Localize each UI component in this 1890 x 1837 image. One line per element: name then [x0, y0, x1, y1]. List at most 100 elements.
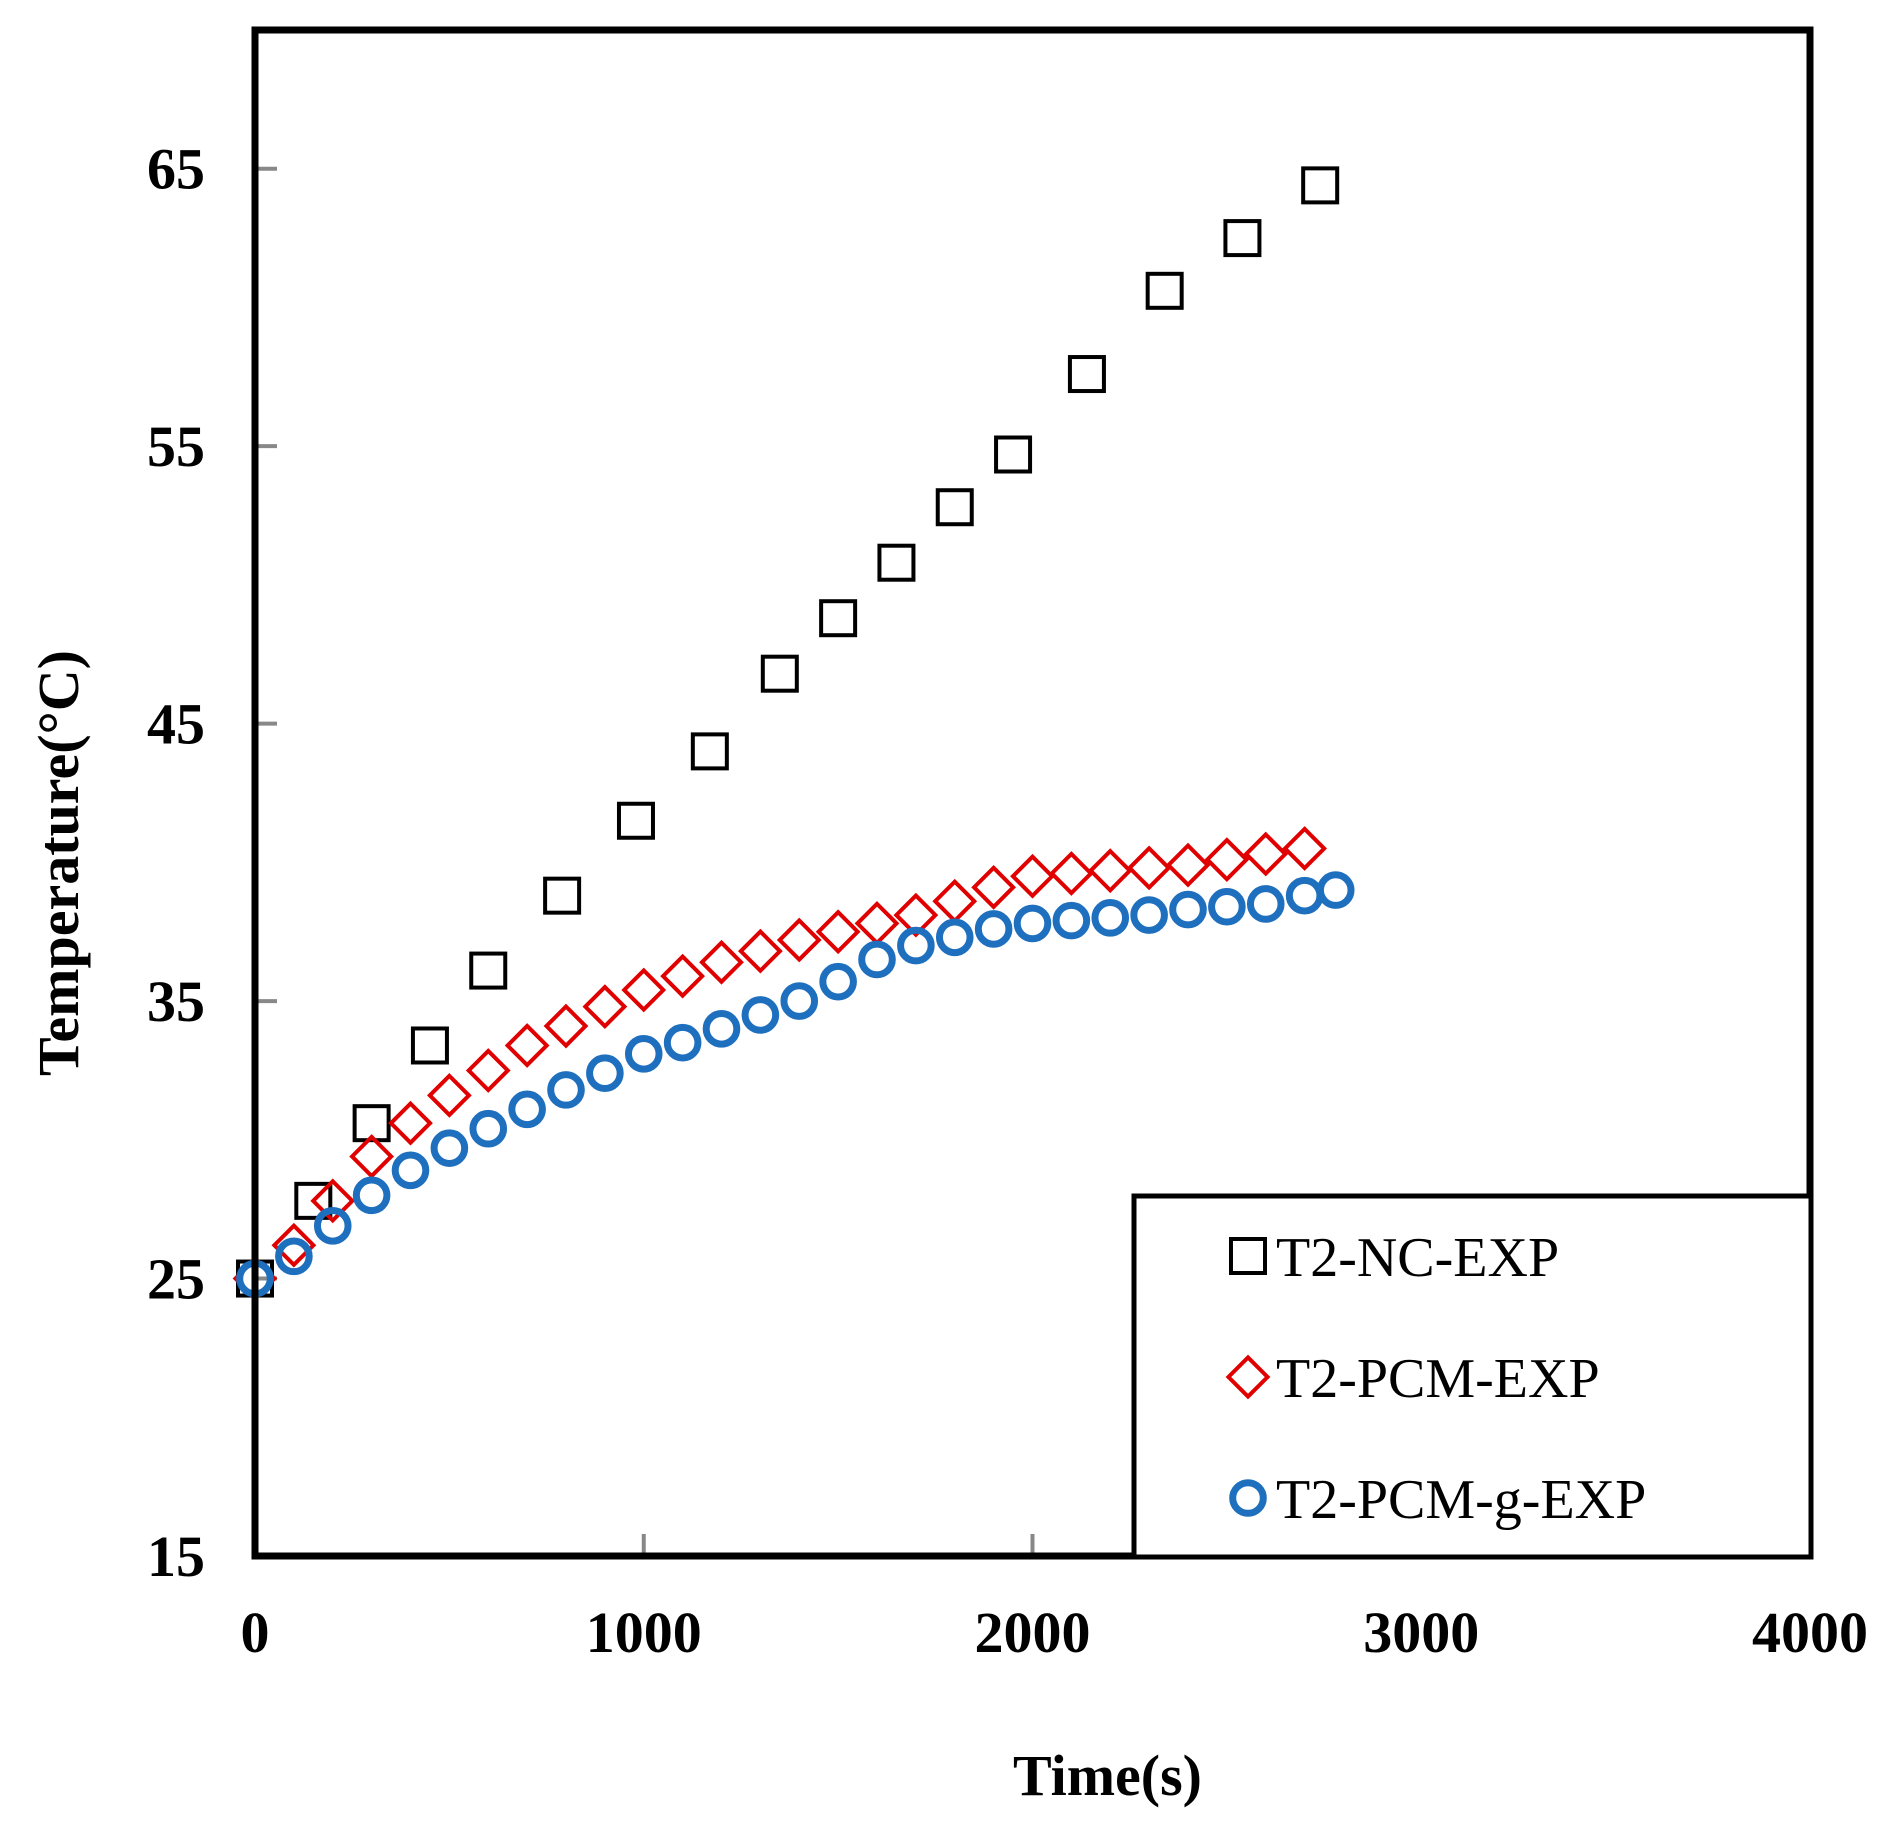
data-point — [469, 951, 508, 990]
data-point — [699, 939, 744, 985]
legend-items: T2-NC-EXP T2-PCM-EXP T2-PCM-g-EXP — [1225, 1227, 1646, 1531]
x-tick-label: 2000 — [975, 1600, 1091, 1665]
data-point — [586, 1054, 624, 1093]
data-point — [275, 1237, 313, 1276]
data-point — [1091, 899, 1130, 937]
data-point — [1010, 853, 1055, 899]
data-point — [932, 878, 978, 924]
data-point — [543, 876, 582, 915]
data-point — [294, 1181, 333, 1220]
data-point — [410, 1026, 449, 1065]
data-point — [780, 982, 819, 1020]
legend-item: T2-PCM-g-EXP — [1229, 1469, 1646, 1531]
data-point — [660, 953, 706, 999]
data-point — [819, 599, 858, 638]
legend-label: T2-NC-EXP — [1276, 1227, 1559, 1289]
legend-item: T2-PCM-EXP — [1225, 1348, 1600, 1410]
data-point — [815, 909, 861, 955]
data-point — [310, 1178, 356, 1224]
data-point — [391, 1151, 430, 1190]
data-point — [1285, 876, 1324, 915]
y-tick-label: 25 — [147, 1247, 205, 1312]
data-point — [1246, 885, 1285, 923]
data-point — [974, 910, 1013, 948]
data-point — [1301, 166, 1340, 205]
legend-box — [1131, 1193, 1814, 1560]
y-tick-label: 55 — [147, 414, 205, 479]
data-point — [1087, 848, 1133, 894]
data-point — [624, 1035, 663, 1073]
data-point — [1067, 355, 1106, 394]
series-T2-PCM-g-EXP — [236, 871, 1355, 1298]
data-point — [1052, 901, 1091, 940]
y-axis-ticks: 15 25 35 45 55 65 — [147, 137, 277, 1589]
data-point — [1130, 896, 1168, 934]
legend-item: T2-NC-EXP — [1229, 1227, 1559, 1289]
data-point — [1282, 826, 1328, 871]
data-point — [994, 435, 1033, 474]
legend-marker — [1229, 1479, 1267, 1517]
data-point — [582, 984, 628, 1030]
legend-label: T2-PCM-EXP — [1276, 1348, 1600, 1410]
data-point — [1204, 837, 1250, 882]
data-point — [663, 1023, 702, 1062]
legend: T2-NC-EXP T2-PCM-EXP T2-PCM-g-EXP — [1131, 1193, 1814, 1560]
data-point — [388, 1100, 433, 1146]
data-point — [1165, 842, 1211, 888]
x-tick-label: 0 — [241, 1600, 270, 1665]
data-point — [349, 1134, 395, 1179]
data-point — [430, 1129, 469, 1167]
data-point — [935, 488, 974, 527]
data-point — [877, 543, 916, 582]
y-tick-label: 45 — [147, 692, 205, 757]
data-point — [426, 1073, 472, 1118]
data-point — [504, 1023, 550, 1068]
y-tick-label: 65 — [147, 137, 205, 202]
data-point — [1169, 890, 1207, 929]
data-point — [1208, 887, 1246, 926]
data-point — [1243, 831, 1289, 877]
x-tick-label: 3000 — [1363, 1600, 1479, 1665]
series-T2-PCM-EXP — [232, 826, 1328, 1301]
data-point — [1316, 871, 1355, 909]
data-point — [737, 928, 783, 974]
series-T2-NC-EXP — [236, 166, 1340, 1298]
data-point — [760, 654, 799, 693]
data-point — [858, 940, 896, 979]
x-tick-label: 4000 — [1752, 1600, 1868, 1665]
legend-marker — [1229, 1237, 1267, 1275]
data-point — [1145, 271, 1184, 310]
data-point — [313, 1207, 352, 1245]
data-point — [547, 1071, 585, 1109]
data-point — [271, 1222, 317, 1268]
data-point — [469, 1109, 508, 1148]
data-point — [702, 1010, 741, 1048]
data-point — [741, 996, 780, 1034]
plot-area-frame — [251, 26, 1814, 1560]
data-point — [935, 918, 974, 957]
data-point — [508, 1090, 546, 1129]
data-point — [776, 917, 822, 963]
data-point — [897, 926, 935, 965]
legend-label: T2-PCM-g-EXP — [1276, 1469, 1646, 1531]
data-point — [543, 1003, 589, 1049]
y-axis-title: Temperature(°C) — [26, 650, 91, 1076]
data-point — [893, 892, 939, 938]
x-axis-ticks: 0 1000 2000 3000 4000 — [241, 1534, 1868, 1665]
data-point — [1126, 845, 1172, 891]
data-point — [854, 901, 900, 946]
data-point — [1048, 851, 1094, 896]
data-marks — [232, 166, 1355, 1301]
data-point — [621, 967, 667, 1013]
data-point — [819, 962, 857, 1001]
data-point — [1223, 219, 1262, 258]
data-point — [465, 1048, 511, 1093]
legend-marker — [1225, 1354, 1271, 1400]
data-point — [616, 801, 655, 840]
x-tick-label: 1000 — [586, 1600, 702, 1665]
data-point — [1013, 904, 1052, 943]
data-point — [971, 864, 1017, 910]
data-point — [352, 1176, 391, 1215]
data-point — [690, 732, 729, 771]
